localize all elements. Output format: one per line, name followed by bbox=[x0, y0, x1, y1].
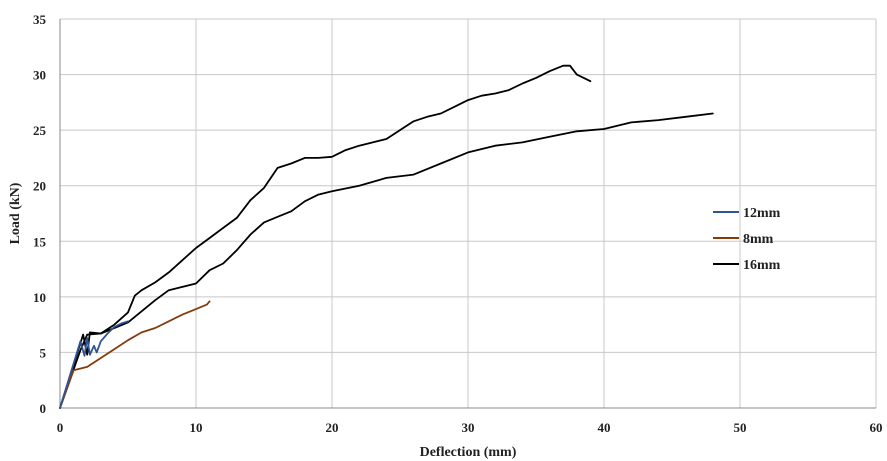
axes bbox=[59, 19, 876, 409]
legend-label-16mm: 16mm bbox=[743, 258, 781, 273]
x-tick-label: 20 bbox=[326, 420, 339, 435]
y-tick-label: 10 bbox=[33, 290, 46, 305]
x-tick-label: 10 bbox=[190, 420, 203, 435]
y-axis-label: Load (kN) bbox=[8, 182, 23, 244]
x-tick-label: 40 bbox=[598, 420, 611, 435]
y-tick-label: 30 bbox=[33, 68, 46, 83]
series-line-16mm bbox=[59, 112, 714, 409]
legend-label-8mm: 8mm bbox=[743, 232, 774, 247]
x-axis-label: Deflection (mm) bbox=[420, 445, 517, 460]
series-line-unlabeled bbox=[59, 64, 592, 409]
y-tick-label: 20 bbox=[33, 179, 46, 194]
y-tick-label: 15 bbox=[33, 234, 47, 249]
x-tick-label: 60 bbox=[870, 420, 883, 435]
tick-labels: 0 10 20 30 40 50 60 0 5 10 15 20 25 30 35 bbox=[33, 12, 883, 435]
legend: 12mm 8mm 16mm bbox=[713, 206, 781, 273]
y-tick-label: 0 bbox=[40, 401, 47, 416]
grid bbox=[60, 18, 877, 408]
y-tick-label: 5 bbox=[40, 345, 47, 360]
legend-label-12mm: 12mm bbox=[743, 206, 781, 221]
series-line-12mm bbox=[59, 320, 129, 409]
x-tick-label: 0 bbox=[57, 420, 64, 435]
series-lines bbox=[59, 64, 714, 409]
x-tick-label: 30 bbox=[462, 420, 475, 435]
series-line-8mm bbox=[59, 300, 211, 409]
y-tick-label: 25 bbox=[33, 123, 47, 138]
y-tick-label: 35 bbox=[33, 12, 47, 27]
x-tick-label: 50 bbox=[734, 420, 747, 435]
